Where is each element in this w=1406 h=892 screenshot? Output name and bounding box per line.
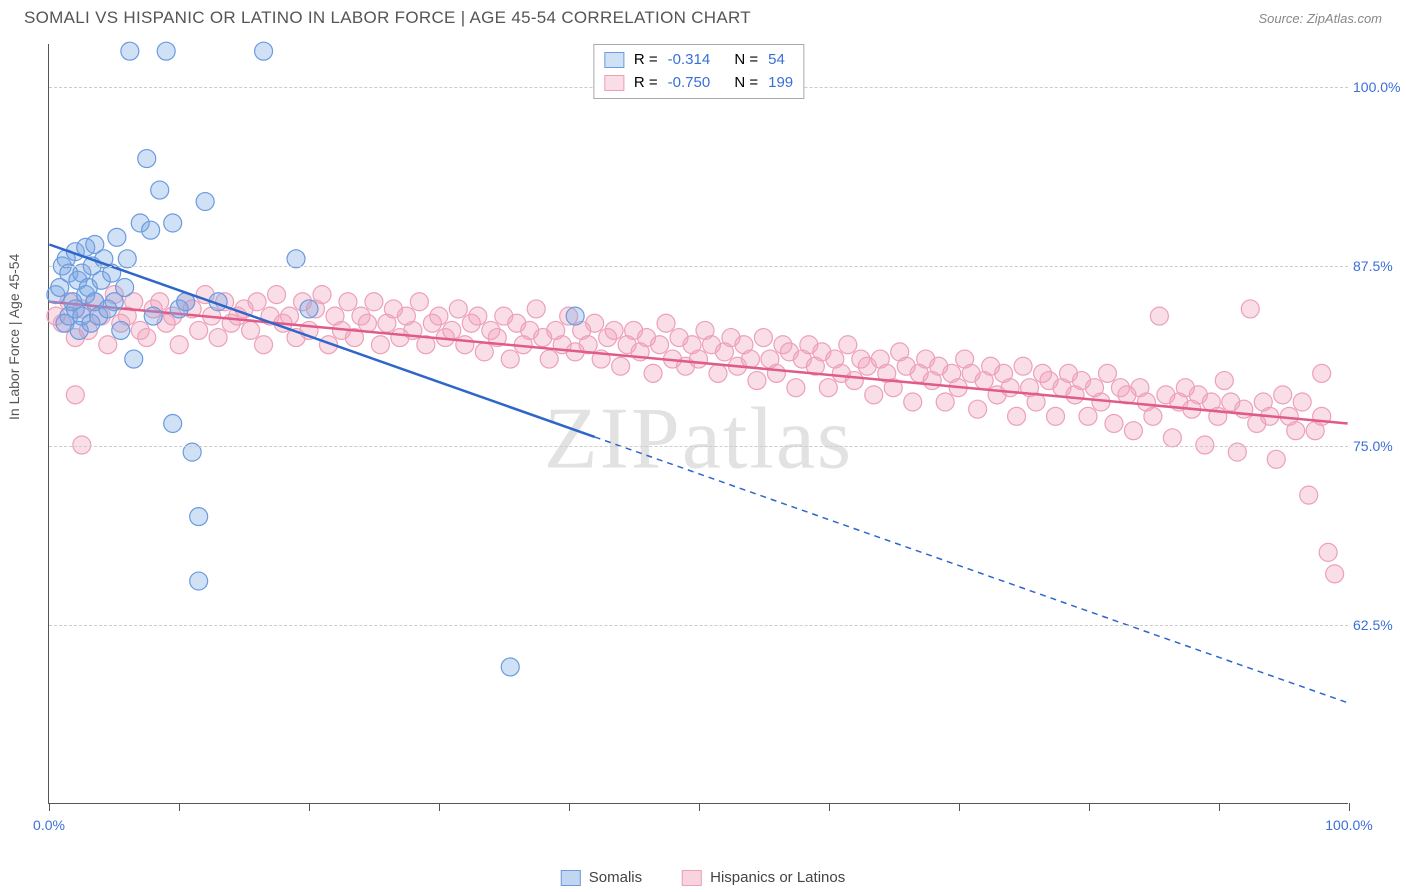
stats-legend: R = -0.314 N = 54 R = -0.750 N = 199 [593,44,804,99]
xtick-label: 100.0% [1325,817,1372,833]
legend-item-somali: Somalis [561,869,642,886]
xtick [1089,803,1090,811]
legend-item-hispanic: Hispanics or Latinos [682,869,845,886]
gridline [49,625,1348,626]
ytick-label: 75.0% [1353,438,1406,454]
scatter-svg [49,44,1348,803]
series-legend: Somalis Hispanics or Latinos [561,869,845,886]
chart-header: SOMALI VS HISPANIC OR LATINO IN LABOR FO… [0,0,1406,40]
xtick [829,803,830,811]
stats-row-somali: R = -0.314 N = 54 [604,49,793,72]
n-value-somali: 54 [768,49,785,72]
ytick-label: 100.0% [1353,79,1406,95]
r-label: R = [634,72,658,95]
r-label: R = [634,49,658,72]
xtick [699,803,700,811]
xtick [179,803,180,811]
gridline [49,446,1348,447]
chart-plot-area: ZIPatlas R = -0.314 N = 54 R = -0.750 N … [48,44,1348,804]
chart-source: Source: ZipAtlas.com [1258,11,1382,26]
swatch-hispanic [604,75,624,91]
ytick-label: 62.5% [1353,617,1406,633]
legend-label-somali: Somalis [589,869,642,886]
r-value-somali: -0.314 [668,49,711,72]
gridline [49,266,1348,267]
legend-label-hispanic: Hispanics or Latinos [710,869,845,886]
xtick [959,803,960,811]
y-axis-label: In Labor Force | Age 45-54 [6,254,22,420]
xtick [569,803,570,811]
xtick [49,803,50,811]
n-label: N = [734,72,758,95]
swatch-somali-bottom [561,870,581,886]
xtick [1219,803,1220,811]
n-label: N = [734,49,758,72]
ytick-label: 87.5% [1353,258,1406,274]
chart-title: SOMALI VS HISPANIC OR LATINO IN LABOR FO… [24,8,751,28]
swatch-hispanic-bottom [682,870,702,886]
swatch-somali [604,52,624,68]
n-value-hispanic: 199 [768,72,793,95]
xtick-label: 0.0% [33,817,65,833]
xtick [309,803,310,811]
r-value-hispanic: -0.750 [668,72,711,95]
xtick [439,803,440,811]
xtick [1349,803,1350,811]
stats-row-hispanic: R = -0.750 N = 199 [604,72,793,95]
